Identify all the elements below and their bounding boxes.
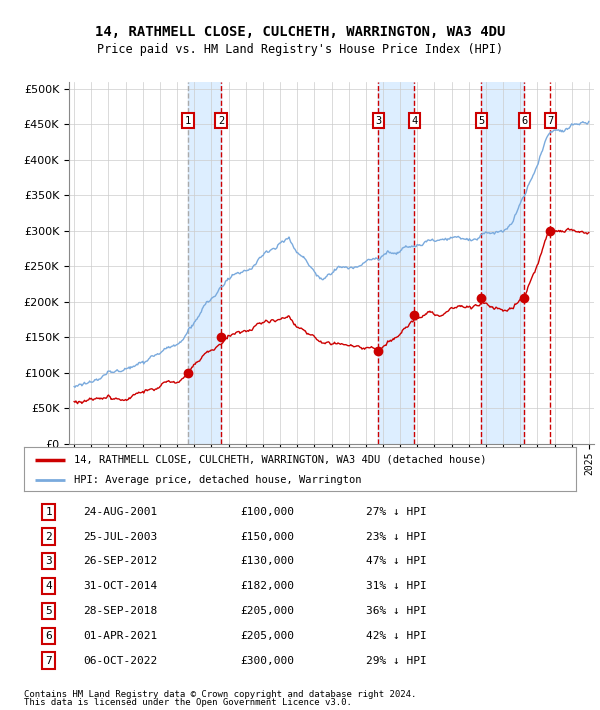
Text: Contains HM Land Registry data © Crown copyright and database right 2024.: Contains HM Land Registry data © Crown c… <box>24 690 416 699</box>
Text: 5: 5 <box>46 606 52 616</box>
Text: £300,000: £300,000 <box>240 655 294 665</box>
Text: Price paid vs. HM Land Registry's House Price Index (HPI): Price paid vs. HM Land Registry's House … <box>97 43 503 56</box>
Text: 42% ↓ HPI: 42% ↓ HPI <box>366 630 427 640</box>
Text: 6: 6 <box>46 630 52 640</box>
Bar <box>481 82 524 444</box>
Text: HPI: Average price, detached house, Warrington: HPI: Average price, detached house, Warr… <box>74 475 361 486</box>
Text: 27% ↓ HPI: 27% ↓ HPI <box>366 507 427 517</box>
Text: 4: 4 <box>46 581 52 591</box>
Text: 26-SEP-2012: 26-SEP-2012 <box>83 557 158 567</box>
Text: 31% ↓ HPI: 31% ↓ HPI <box>366 581 427 591</box>
Text: 4: 4 <box>411 116 418 126</box>
Bar <box>188 82 221 444</box>
Text: 3: 3 <box>376 116 382 126</box>
Text: 28-SEP-2018: 28-SEP-2018 <box>83 606 158 616</box>
Text: £130,000: £130,000 <box>240 557 294 567</box>
Text: This data is licensed under the Open Government Licence v3.0.: This data is licensed under the Open Gov… <box>24 699 352 707</box>
Text: 5: 5 <box>478 116 485 126</box>
Text: 06-OCT-2022: 06-OCT-2022 <box>83 655 158 665</box>
Text: 2: 2 <box>46 532 52 542</box>
Text: 47% ↓ HPI: 47% ↓ HPI <box>366 557 427 567</box>
Text: 24-AUG-2001: 24-AUG-2001 <box>83 507 158 517</box>
Text: 1: 1 <box>185 116 191 126</box>
Text: 31-OCT-2014: 31-OCT-2014 <box>83 581 158 591</box>
Text: 7: 7 <box>547 116 554 126</box>
Text: £100,000: £100,000 <box>240 507 294 517</box>
Text: 01-APR-2021: 01-APR-2021 <box>83 630 158 640</box>
Text: 23% ↓ HPI: 23% ↓ HPI <box>366 532 427 542</box>
Text: £205,000: £205,000 <box>240 630 294 640</box>
Text: £182,000: £182,000 <box>240 581 294 591</box>
Text: 36% ↓ HPI: 36% ↓ HPI <box>366 606 427 616</box>
Text: 14, RATHMELL CLOSE, CULCHETH, WARRINGTON, WA3 4DU (detached house): 14, RATHMELL CLOSE, CULCHETH, WARRINGTON… <box>74 454 486 464</box>
Text: 1: 1 <box>46 507 52 517</box>
Text: 14, RATHMELL CLOSE, CULCHETH, WARRINGTON, WA3 4DU: 14, RATHMELL CLOSE, CULCHETH, WARRINGTON… <box>95 25 505 39</box>
Text: £150,000: £150,000 <box>240 532 294 542</box>
Bar <box>379 82 415 444</box>
Text: 3: 3 <box>46 557 52 567</box>
Text: 29% ↓ HPI: 29% ↓ HPI <box>366 655 427 665</box>
Text: 25-JUL-2003: 25-JUL-2003 <box>83 532 158 542</box>
Text: 2: 2 <box>218 116 224 126</box>
Text: 7: 7 <box>46 655 52 665</box>
Text: £205,000: £205,000 <box>240 606 294 616</box>
Text: 6: 6 <box>521 116 527 126</box>
